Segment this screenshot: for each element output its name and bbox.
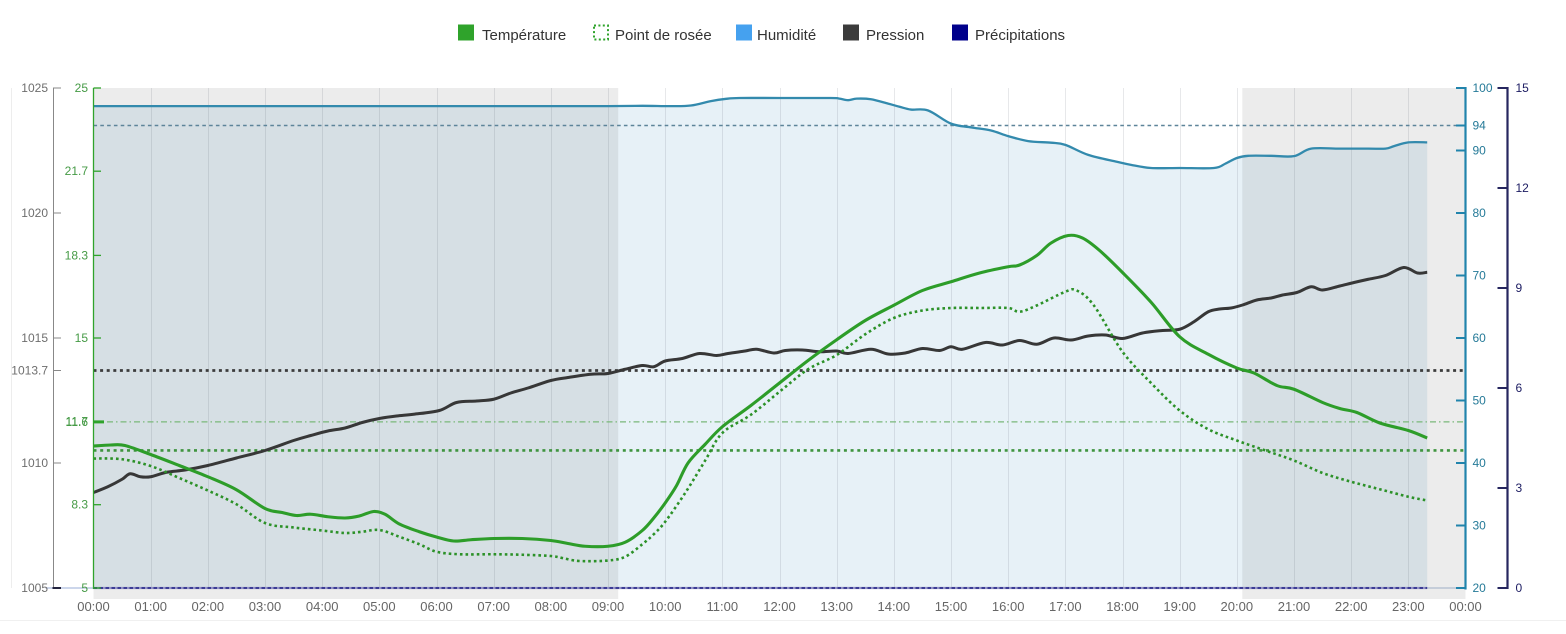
svg-text:8.3: 8.3 bbox=[71, 498, 88, 512]
svg-text:1010: 1010 bbox=[21, 456, 48, 470]
svg-text:09:00: 09:00 bbox=[592, 599, 625, 614]
svg-text:60: 60 bbox=[1473, 331, 1487, 345]
svg-text:Humidité: Humidité bbox=[757, 27, 816, 44]
svg-text:12:00: 12:00 bbox=[763, 599, 796, 614]
svg-text:15: 15 bbox=[75, 331, 89, 345]
svg-text:23:00: 23:00 bbox=[1392, 599, 1425, 614]
svg-text:5: 5 bbox=[81, 581, 88, 595]
svg-text:30: 30 bbox=[1473, 519, 1487, 533]
svg-text:Pression: Pression bbox=[866, 27, 924, 44]
svg-text:20: 20 bbox=[1473, 581, 1487, 595]
svg-text:11.7: 11.7 bbox=[66, 414, 89, 428]
svg-text:80: 80 bbox=[1473, 206, 1487, 220]
svg-text:16:00: 16:00 bbox=[992, 599, 1025, 614]
svg-text:90: 90 bbox=[1473, 144, 1487, 158]
svg-text:0: 0 bbox=[1516, 581, 1523, 595]
svg-text:05:00: 05:00 bbox=[363, 599, 396, 614]
svg-text:11:00: 11:00 bbox=[707, 599, 739, 614]
svg-text:22:00: 22:00 bbox=[1335, 599, 1368, 614]
svg-text:02:00: 02:00 bbox=[192, 599, 225, 614]
svg-text:18.3: 18.3 bbox=[65, 248, 89, 262]
svg-text:12: 12 bbox=[1516, 181, 1530, 195]
svg-text:10:00: 10:00 bbox=[649, 599, 682, 614]
svg-text:07:00: 07:00 bbox=[477, 599, 510, 614]
svg-text:06:00: 06:00 bbox=[420, 599, 453, 614]
svg-text:94: 94 bbox=[1473, 119, 1487, 133]
svg-text:25: 25 bbox=[75, 81, 89, 95]
svg-text:15:00: 15:00 bbox=[935, 599, 968, 614]
svg-text:21:00: 21:00 bbox=[1278, 599, 1311, 614]
svg-text:20:00: 20:00 bbox=[1221, 599, 1254, 614]
svg-text:19:00: 19:00 bbox=[1163, 599, 1196, 614]
svg-text:100: 100 bbox=[1473, 81, 1493, 95]
svg-text:08:00: 08:00 bbox=[535, 599, 568, 614]
svg-text:17:00: 17:00 bbox=[1049, 599, 1082, 614]
svg-text:04:00: 04:00 bbox=[306, 599, 339, 614]
svg-text:1020: 1020 bbox=[21, 206, 48, 220]
svg-text:03:00: 03:00 bbox=[249, 599, 282, 614]
svg-text:13:00: 13:00 bbox=[820, 599, 853, 614]
svg-text:3: 3 bbox=[1516, 481, 1523, 495]
svg-text:1005: 1005 bbox=[21, 581, 48, 595]
svg-text:14:00: 14:00 bbox=[878, 599, 911, 614]
svg-text:18:00: 18:00 bbox=[1106, 599, 1139, 614]
svg-text:70: 70 bbox=[1473, 269, 1487, 283]
svg-text:21.7: 21.7 bbox=[65, 164, 89, 178]
svg-text:01:00: 01:00 bbox=[134, 599, 167, 614]
svg-text:6: 6 bbox=[1516, 381, 1523, 395]
svg-text:Point de rosée: Point de rosée bbox=[615, 27, 712, 44]
svg-text:15: 15 bbox=[1516, 81, 1530, 95]
svg-text:00:00: 00:00 bbox=[1449, 599, 1482, 614]
svg-text:40: 40 bbox=[1473, 456, 1487, 470]
svg-text:1013.7: 1013.7 bbox=[11, 364, 48, 378]
svg-text:50: 50 bbox=[1473, 394, 1487, 408]
svg-text:9: 9 bbox=[1516, 281, 1523, 295]
svg-text:11.6: 11.6 bbox=[66, 415, 89, 429]
svg-text:1015: 1015 bbox=[21, 331, 48, 345]
svg-text:Température: Température bbox=[482, 27, 566, 44]
svg-text:1025: 1025 bbox=[21, 81, 48, 95]
svg-text:00:00: 00:00 bbox=[77, 599, 110, 614]
svg-text:Précipitations: Précipitations bbox=[975, 27, 1065, 44]
